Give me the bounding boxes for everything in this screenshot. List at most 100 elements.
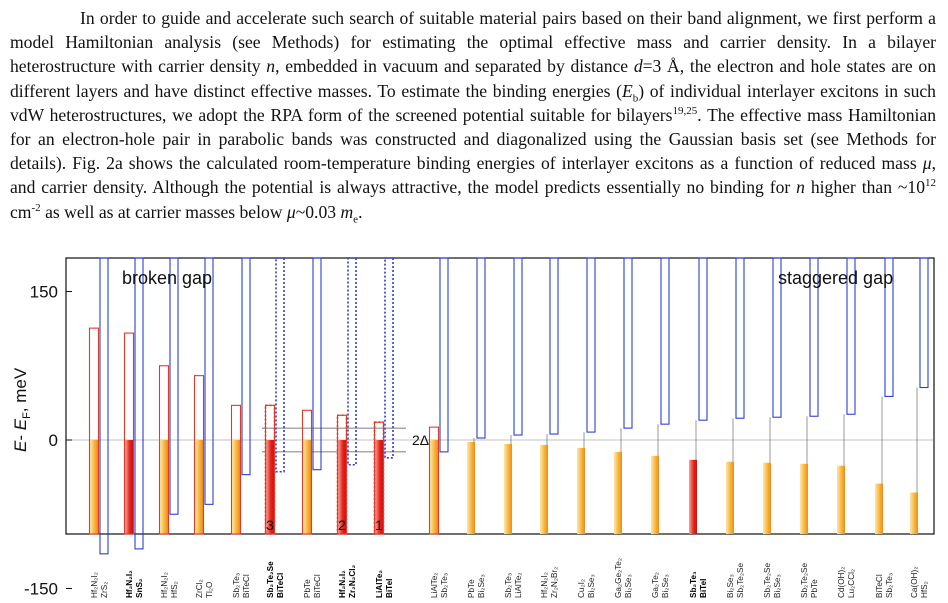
highlight-outline (336, 414, 348, 535)
pair-label: Hf₂N₂I₂ Zr₂N₂Cl₂ (338, 564, 357, 598)
pair-label: Cu₂I₂ Bi₂Se₃ (577, 574, 596, 598)
pair-label: Ca(OH)₂ HfS₂ (910, 567, 929, 598)
conduction-band-outline (772, 257, 782, 418)
y-axis-label: E- EF, meV (11, 367, 33, 452)
hole-material-label: Hf₂N₂I₂ (125, 570, 134, 598)
text-run: . (358, 201, 363, 222)
bars-group: 3 2 1 (88, 257, 929, 555)
valence-band-fill (160, 440, 168, 534)
conduction-band-outline (586, 257, 596, 433)
valence-band-fill (689, 459, 697, 534)
text-run: ) of individual interlayer excitons in s… (10, 80, 936, 125)
valence-band-outline (428, 426, 440, 535)
conduction-band-outline (698, 257, 708, 421)
conduction-band-outline (884, 257, 894, 397)
valence-band-fill (875, 483, 883, 534)
pair-label: Sb₂Te₂Se BiTeCl (266, 561, 285, 598)
citation-ref: 19,25 (672, 104, 698, 117)
conduction-band-outline (99, 257, 109, 555)
pair-label: PbTe BiTeCl (303, 574, 322, 598)
conduction-band-outline (275, 257, 285, 473)
hole-material-label: Hf₂N₂I₂ (90, 572, 99, 598)
valence-band-outline (123, 332, 135, 535)
text-run: higher than ~10 (804, 177, 926, 198)
pair-label: Sb₂Te₂Se Bi₂Se₃ (763, 563, 782, 598)
conduction-band-outline (623, 257, 633, 429)
pair-label: Ga₂Ge₂Te₂ Bi₂Se₃ (614, 558, 633, 598)
valence-band-fill (726, 461, 734, 534)
valence-band-fill (651, 455, 659, 534)
pair-label: Sb₂Te₃ LiAlTe₂ (504, 573, 523, 598)
ylabel-EF: E (11, 418, 30, 430)
electron-material-label: BiTeCl (276, 573, 285, 598)
electron-material-label: Lu₂CCl₂ (847, 569, 856, 598)
superscript-minus2: -2 (31, 201, 41, 214)
text-run: . The effective mass Hamiltonian for an … (10, 104, 937, 174)
hole-material-label: PbTe (303, 579, 312, 598)
pair-label: Hf₂N₂I₂ Zr₂N₂Br₂ (540, 567, 559, 598)
valence-band-outline (158, 365, 170, 535)
electron-material-label: HfS₂ (920, 581, 929, 598)
electron-material-label: BiTeCl (313, 574, 322, 598)
highlight-outline (264, 404, 276, 535)
electron-material-label: Bi₂Se₃ (661, 574, 670, 598)
staggered-gap-label: staggered gap (778, 268, 893, 288)
electron-material-label: Bi₂Se₃ (773, 574, 782, 598)
pair-label: Hf₂N₂I₂ ZrS₂ (90, 572, 109, 598)
broken-gap-label: broken gap (122, 268, 212, 288)
electron-material-label: Sb₂Te₃ (885, 573, 894, 598)
text-run: cm (10, 201, 32, 222)
valence-band-fill (504, 443, 512, 534)
conduction-band-outline (846, 257, 856, 415)
ylabel-dash: - (11, 430, 30, 440)
var-n: n (796, 177, 805, 198)
valence-band-fill (577, 447, 585, 534)
hole-material-label: Sb₂Te₂Se (800, 563, 809, 598)
pair-label: Ga₂Te₂ Bi₂Se₃ (651, 572, 670, 598)
electron-material-label: Zr₂N₂Br₂ (550, 567, 559, 598)
hole-material-label: Sb₂Te₂Se (763, 563, 772, 598)
electron-material-label: BiTeI (385, 579, 394, 598)
highlight-number: 1 (375, 517, 383, 533)
conduction-band-outline (347, 257, 357, 466)
valence-band-fill (800, 463, 808, 534)
hole-material-label: Cu₂I₂ (577, 579, 586, 598)
plot-frame (65, 257, 935, 535)
text-run: In order to guide and accelerate such se… (10, 8, 936, 77)
pair-label: Bi₂Se₃ Sb₂Te₂Se (726, 563, 745, 598)
var-m: m (340, 201, 354, 222)
electron-material-label: SnS₂ (135, 578, 144, 598)
ylabel-unit: , meV (11, 367, 30, 412)
valence-band-fill (614, 451, 622, 534)
valence-band-fill (338, 440, 346, 534)
body-paragraph: In order to guide and accelerate such se… (10, 6, 937, 225)
electron-material-label: ZrS₂ (100, 582, 109, 598)
y-tick-label: -150 (24, 580, 58, 599)
text-run: , and carrier density. Although the pote… (10, 153, 936, 198)
hole-material-label: LiAlTe₂ (430, 573, 439, 598)
conduction-band-outline (919, 257, 929, 389)
hole-material-label: Cd(OH)₂ (837, 567, 846, 598)
pair-label: Sb₂Te₂Se PbTe (800, 563, 819, 598)
electron-material-label: Zr₂N₂Cl₂ (348, 564, 357, 598)
conduction-band-outline (513, 257, 523, 436)
y-tick-label: 0 (49, 431, 58, 450)
superscript-12: 12 (925, 177, 937, 190)
electron-material-label: HfS₂ (170, 581, 179, 598)
hole-material-label: Hf₂N₂I₂ (540, 572, 549, 598)
pair-label: Sb₂Te₃ BiTeCl (232, 573, 251, 598)
electron-material-label: Bi₂Se₃ (587, 574, 596, 598)
hole-material-label: LiAlTe₂ (375, 570, 384, 598)
electron-material-label: Sb₂Te₂Se (736, 563, 745, 598)
pair-label: Sb₂Te₃ BiTeI (689, 571, 708, 598)
conduction-band-outline (809, 257, 819, 417)
conduction-band-outline (476, 257, 486, 439)
hole-material-label: Ca(OH)₂ (910, 567, 919, 598)
hole-material-label: BiTeCl (875, 574, 884, 598)
conduction-band-outline (735, 257, 745, 419)
pair-label: Cd(OH)₂ Lu₂CCl₂ (837, 567, 856, 598)
hole-material-label: Hf₂N₂I₂ (160, 572, 169, 598)
hole-material-label: ZrCl₂ (195, 579, 204, 598)
highlight-number: 2 (338, 517, 346, 533)
valence-band-fill (540, 444, 548, 534)
